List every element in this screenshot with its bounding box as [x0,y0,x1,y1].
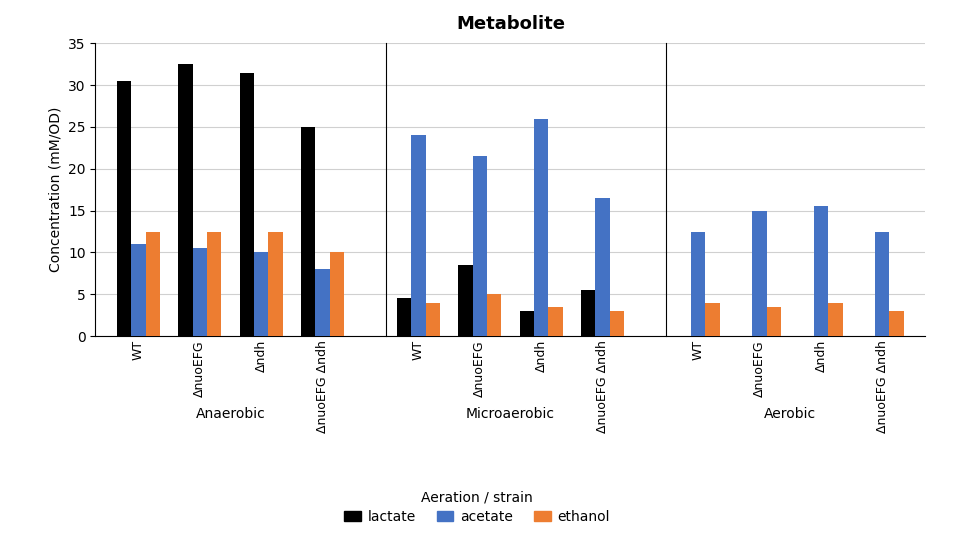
Bar [874,231,888,336]
Bar [766,307,781,336]
Title: Metabolite: Metabolite [456,16,564,34]
Bar [827,302,841,336]
Bar [813,207,827,336]
Bar [595,198,609,336]
Text: Anaerobic: Anaerobic [195,406,265,421]
Bar [396,299,411,336]
Bar [132,244,146,336]
Bar [457,265,472,336]
Bar [178,64,193,336]
Bar [705,302,720,336]
Bar [193,248,207,336]
Bar [253,253,268,336]
Bar [486,294,500,336]
Bar [330,253,344,336]
Bar [411,136,425,336]
Bar [117,81,132,336]
Legend: lactate, acetate, ethanol: lactate, acetate, ethanol [338,505,615,530]
Y-axis label: Concentration (mM/OD): Concentration (mM/OD) [49,107,63,273]
Bar [519,311,534,336]
Bar [425,302,439,336]
Bar [239,73,253,336]
Bar [268,231,282,336]
Text: Aeration / strain: Aeration / strain [420,491,533,505]
Bar [580,290,595,336]
Bar [207,231,221,336]
Bar [548,307,562,336]
Bar [888,311,902,336]
Bar [534,119,548,336]
Bar [300,127,314,336]
Bar [472,156,486,336]
Bar [690,231,705,336]
Bar [752,211,766,336]
Text: Microaerobic: Microaerobic [465,406,555,421]
Bar [314,269,330,336]
Bar [146,231,160,336]
Text: Aerobic: Aerobic [763,406,816,421]
Bar [609,311,623,336]
